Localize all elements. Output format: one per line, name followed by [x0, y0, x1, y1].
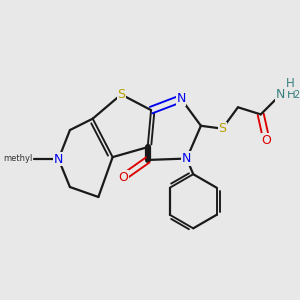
Text: 2: 2 — [293, 90, 300, 100]
Text: O: O — [262, 134, 272, 146]
Text: O: O — [118, 171, 128, 184]
Text: N: N — [276, 88, 285, 101]
Text: H: H — [287, 88, 296, 101]
Text: methyl: methyl — [3, 154, 32, 163]
Text: H: H — [286, 77, 295, 90]
Text: N: N — [182, 152, 191, 165]
Text: N: N — [54, 153, 63, 166]
Text: S: S — [218, 122, 226, 135]
Text: S: S — [117, 88, 125, 101]
Text: N: N — [176, 92, 186, 105]
